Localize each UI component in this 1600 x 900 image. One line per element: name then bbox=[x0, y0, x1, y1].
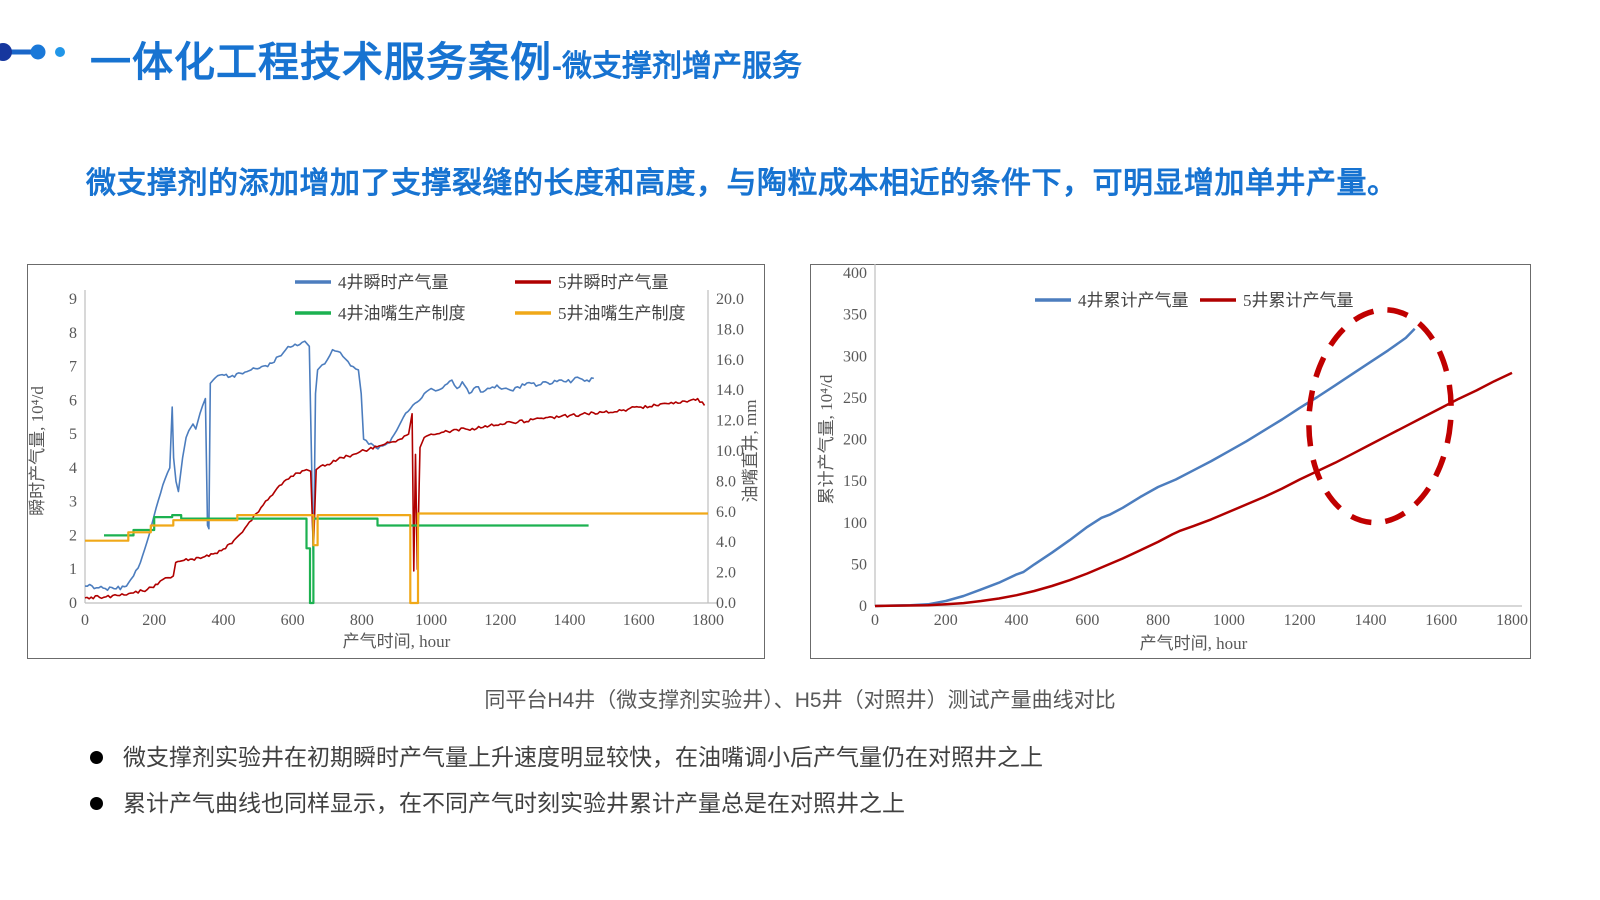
y-axis-title: 瞬时产气量, 10⁴/d bbox=[28, 386, 47, 516]
x-tick-label: 400 bbox=[211, 612, 235, 629]
x-tick-label: 400 bbox=[1005, 612, 1029, 629]
y-tick-label: 9 bbox=[69, 291, 77, 308]
x-tick-label: 1000 bbox=[1213, 612, 1245, 629]
bullet-icon bbox=[90, 751, 103, 764]
x-tick-label: 1200 bbox=[1284, 612, 1316, 629]
x-tick-label: 0 bbox=[871, 612, 879, 629]
y-tick-label: 4 bbox=[69, 460, 77, 477]
right-y-tick-label: 6.0 bbox=[716, 504, 736, 521]
x-tick-label: 1000 bbox=[415, 612, 447, 629]
cumulative-svg: 0 200 400 600 800 1000 1200 1400 1600 1800 0 50 100 1… bbox=[810, 264, 1531, 659]
right-y-tick-label: 16.0 bbox=[716, 352, 744, 369]
y-tick-label: 50 bbox=[851, 556, 867, 573]
x-axis-title: 产气时间, hour bbox=[1140, 634, 1248, 653]
x-tick-label: 600 bbox=[281, 612, 305, 629]
legend-label: 4井累计产气量 bbox=[1078, 291, 1189, 310]
x-tick-label: 800 bbox=[1146, 612, 1170, 629]
legend-label: 5井累计产气量 bbox=[1243, 291, 1354, 310]
x-tick-label: 1600 bbox=[623, 612, 655, 629]
y-tick-label: 400 bbox=[843, 265, 867, 282]
right-y-tick-label: 2.0 bbox=[716, 565, 736, 582]
y-tick-label: 0 bbox=[859, 598, 867, 615]
right-y-tick-label: 0.0 bbox=[716, 595, 736, 612]
decoration-dot-medium bbox=[30, 44, 46, 60]
right-y-tick-label: 8.0 bbox=[716, 473, 736, 490]
right-y-tick-label: 10.0 bbox=[716, 443, 744, 460]
decoration-dot-small bbox=[55, 47, 65, 57]
bullet-item: 累计产气曲线也同样显示，在不同产气时刻实验井累计产量总是在对照井之上 bbox=[90, 788, 1490, 818]
header-decoration bbox=[0, 43, 65, 61]
x-tick-label: 800 bbox=[350, 612, 374, 629]
y-tick-label: 300 bbox=[843, 348, 867, 365]
instantaneous-svg: 0 200 400 600 800 1000 1200 1400 1600 1800 0 1 2 3 4 5 6… bbox=[27, 264, 765, 659]
bullet-item: 微支撑剂实验井在初期瞬时产气量上升速度明显较快，在油嘴调小后产气量仍在对照井之上 bbox=[90, 742, 1490, 772]
x-tick-label: 200 bbox=[142, 612, 166, 629]
highlight-ellipse bbox=[1306, 307, 1454, 526]
x-tick-label: 1400 bbox=[554, 612, 586, 629]
y-tick-label: 350 bbox=[843, 307, 867, 324]
x-tick-label: 600 bbox=[1075, 612, 1099, 629]
right-y-tick-label: 18.0 bbox=[716, 321, 744, 338]
x-tick-label: 1800 bbox=[1496, 612, 1528, 629]
decoration-dot-large bbox=[0, 43, 12, 61]
page-title-sub: -微支撑剂增产服务 bbox=[552, 50, 802, 83]
y-tick-label: 8 bbox=[69, 325, 77, 342]
series-line bbox=[874, 371, 1513, 608]
x-tick-label: 1400 bbox=[1354, 612, 1386, 629]
right-y-tick-label: 4.0 bbox=[716, 534, 736, 551]
y-tick-label: 100 bbox=[843, 515, 867, 532]
legend-label: 4井瞬时产气量 bbox=[338, 273, 449, 292]
x-tick-label: 1800 bbox=[692, 612, 724, 629]
chart-caption: 同平台H4井（微支撑剂实验井）、H5井（对照井）测试产量曲线对比 bbox=[484, 689, 1116, 712]
y-axis-title: 累计产气量, 10⁴/d bbox=[817, 374, 836, 504]
legend-label: 5井瞬时产气量 bbox=[558, 273, 669, 292]
y-tick-label: 0 bbox=[69, 595, 77, 612]
right-y-tick-label: 12.0 bbox=[716, 413, 744, 430]
y-tick-label: 200 bbox=[843, 432, 867, 449]
right-y-axis-title: 油嘴直井, mm bbox=[741, 400, 760, 503]
x-axis-title: 产气时间, hour bbox=[343, 632, 451, 651]
bullet-icon bbox=[90, 797, 103, 810]
chart-border bbox=[810, 264, 1531, 659]
y-tick-label: 7 bbox=[69, 359, 77, 376]
legend-label: 5井油嘴生产制度 bbox=[558, 304, 686, 323]
y-tick-label: 1 bbox=[69, 561, 77, 578]
series-line bbox=[874, 327, 1416, 608]
bullet-text: 累计产气曲线也同样显示，在不同产气时刻实验井累计产量总是在对照井之上 bbox=[123, 790, 905, 816]
x-tick-label: 1200 bbox=[484, 612, 516, 629]
legend-label: 4井油嘴生产制度 bbox=[338, 304, 466, 323]
cumulative-production-chart: 0 200 400 600 800 1000 1200 1400 1600 1800 0 50 100 1… bbox=[810, 264, 1531, 659]
bullet-text: 微支撑剂实验井在初期瞬时产气量上升速度明显较快，在油嘴调小后产气量仍在对照井之上 bbox=[123, 744, 1043, 770]
x-tick-label: 200 bbox=[934, 612, 958, 629]
y-tick-label: 3 bbox=[69, 494, 77, 511]
y-tick-label: 6 bbox=[69, 392, 77, 409]
right-y-tick-label: 14.0 bbox=[716, 382, 744, 399]
y-tick-label: 150 bbox=[843, 473, 867, 490]
series-line bbox=[84, 340, 594, 592]
decoration-line bbox=[0, 49, 38, 55]
y-tick-label: 250 bbox=[843, 390, 867, 407]
x-tick-label: 1600 bbox=[1425, 612, 1457, 629]
intro-text: 微支撑剂的添加增加了支撑裂缝的长度和高度，与陶粒成本相近的条件下，可明显增加单井… bbox=[86, 167, 1398, 200]
y-tick-label: 2 bbox=[69, 527, 77, 544]
page-title: 一体化工程技术服务案例-微支撑剂增产服务 bbox=[90, 28, 802, 88]
instantaneous-production-chart: 0 200 400 600 800 1000 1200 1400 1600 1800 0 1 2 3 4 5 6… bbox=[27, 264, 765, 659]
right-y-tick-label: 20.0 bbox=[716, 291, 744, 308]
bullet-list: 微支撑剂实验井在初期瞬时产气量上升速度明显较快，在油嘴调小后产气量仍在对照井之上… bbox=[90, 742, 1490, 834]
series-line bbox=[84, 397, 706, 600]
page-title-main: 一体化工程技术服务案例 bbox=[90, 39, 552, 85]
y-tick-label: 5 bbox=[69, 426, 77, 443]
chart-border bbox=[27, 264, 765, 659]
series-line bbox=[85, 512, 708, 605]
x-tick-label: 0 bbox=[81, 612, 89, 629]
